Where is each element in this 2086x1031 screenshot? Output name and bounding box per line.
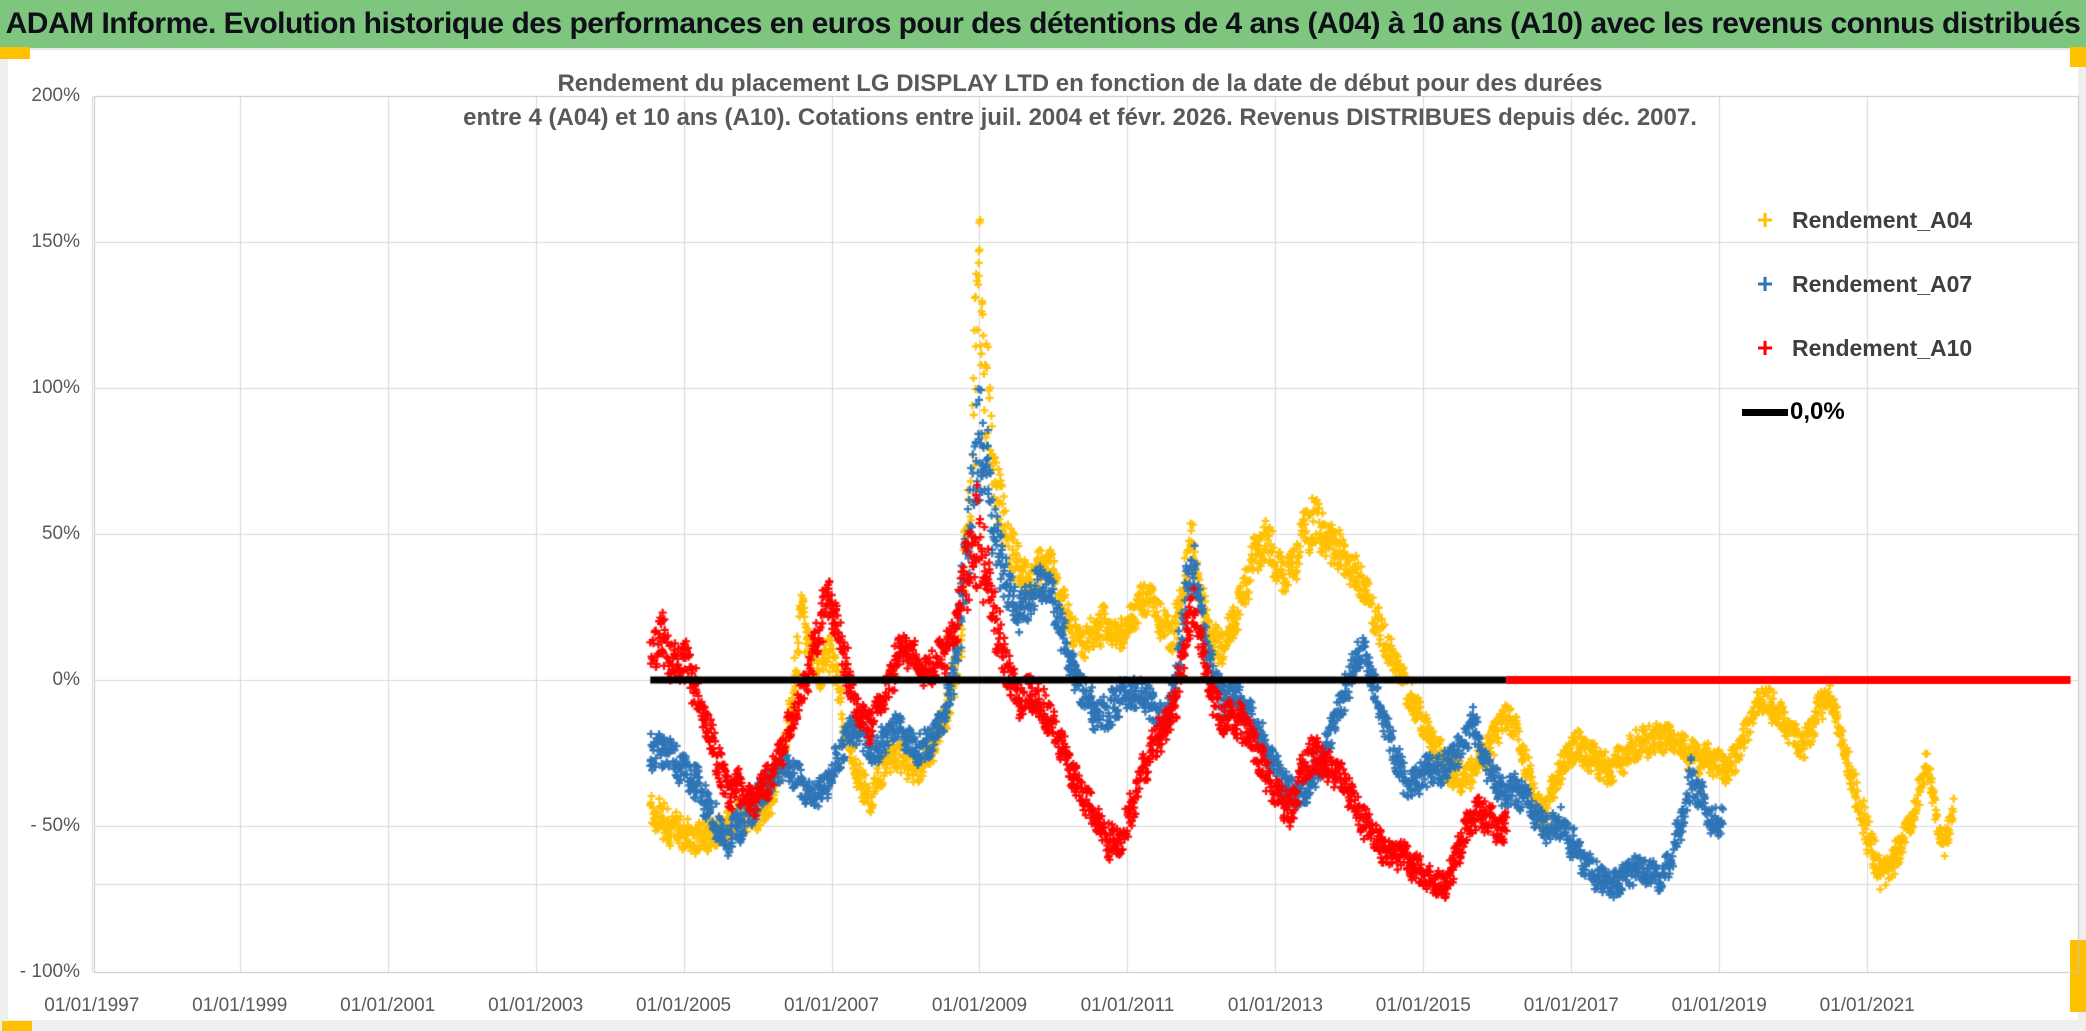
- legend-item-a07: + Rendement_A07: [1742, 252, 2072, 316]
- legend-item-a10: + Rendement_A10: [1742, 316, 2072, 380]
- legend-item-zero-line: 0,0%: [1742, 380, 2072, 444]
- y-axis-label: 200%: [31, 85, 80, 106]
- plus-marker-icon: +: [1756, 268, 1774, 299]
- chart-title-line2: entre 4 (A04) et 10 ans (A10). Cotations…: [463, 104, 1697, 131]
- x-axis-label: 01/01/2009: [931, 995, 1028, 1016]
- x-axis-label: 01/01/2017: [1523, 995, 1619, 1016]
- x-axis-label: 01/01/2011: [1080, 995, 1175, 1016]
- x-axis-label: 01/01/2005: [636, 995, 732, 1016]
- y-axis-label: 50%: [41, 523, 80, 544]
- legend-label: 0,0%: [1790, 398, 1845, 425]
- x-axis-label: 01/01/2019: [1671, 995, 1767, 1016]
- x-axis-label: 01/01/1997: [44, 995, 140, 1016]
- x-axis-label: 01/01/2013: [1227, 995, 1323, 1016]
- x-axis-label: 01/01/2001: [340, 995, 436, 1016]
- x-axis-label: 01/01/2021: [1819, 995, 1915, 1016]
- legend-item-a04: + Rendement_A04: [1742, 188, 2072, 252]
- x-axis-label: 01/01/2015: [1375, 995, 1471, 1016]
- legend-label: Rendement_A07: [1792, 270, 1973, 297]
- plus-marker-icon: +: [1756, 332, 1774, 363]
- y-axis-label: 0%: [52, 669, 80, 690]
- plus-marker-icon: +: [1756, 204, 1774, 235]
- y-axis-label: - 50%: [30, 815, 80, 836]
- legend-label: Rendement_A04: [1792, 206, 1973, 233]
- x-axis-label: 01/01/2003: [488, 995, 584, 1016]
- x-axis-label: 01/01/1999: [192, 995, 288, 1016]
- y-axis-label: - 100%: [19, 961, 80, 982]
- y-axis-label: 150%: [31, 231, 80, 252]
- x-axis-label: 01/01/2007: [783, 995, 880, 1016]
- y-axis-label: 100%: [31, 377, 80, 398]
- legend-label: Rendement_A10: [1792, 334, 1973, 361]
- chart-legend: + Rendement_A04 + Rendement_A07 + Rendem…: [1742, 188, 2072, 444]
- chart-title-line1: Rendement du placement LG DISPLAY LTD en…: [557, 70, 1603, 97]
- zero-line-swatch: [1742, 408, 1788, 416]
